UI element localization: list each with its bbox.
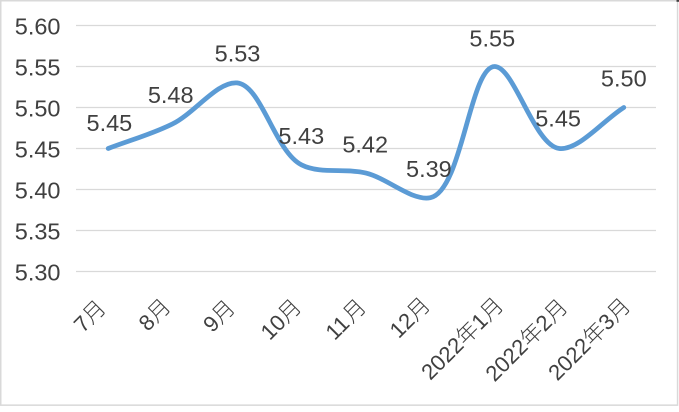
svg-text:5.30: 5.30 xyxy=(15,260,61,286)
svg-text:5.35: 5.35 xyxy=(15,219,61,245)
svg-text:5.39: 5.39 xyxy=(406,156,452,182)
svg-text:5.53: 5.53 xyxy=(215,40,261,66)
svg-text:5.48: 5.48 xyxy=(148,82,194,108)
svg-text:5.60: 5.60 xyxy=(15,14,61,40)
svg-text:5.40: 5.40 xyxy=(15,178,61,204)
svg-text:5.55: 5.55 xyxy=(469,25,515,51)
svg-text:5.50: 5.50 xyxy=(15,96,61,122)
svg-text:5.45: 5.45 xyxy=(15,137,61,163)
svg-text:5.45: 5.45 xyxy=(87,110,133,136)
svg-text:5.45: 5.45 xyxy=(535,106,581,132)
svg-text:5.43: 5.43 xyxy=(278,123,324,149)
svg-text:5.55: 5.55 xyxy=(15,55,61,81)
svg-text:5.42: 5.42 xyxy=(342,132,388,158)
svg-text:5.50: 5.50 xyxy=(601,65,647,91)
